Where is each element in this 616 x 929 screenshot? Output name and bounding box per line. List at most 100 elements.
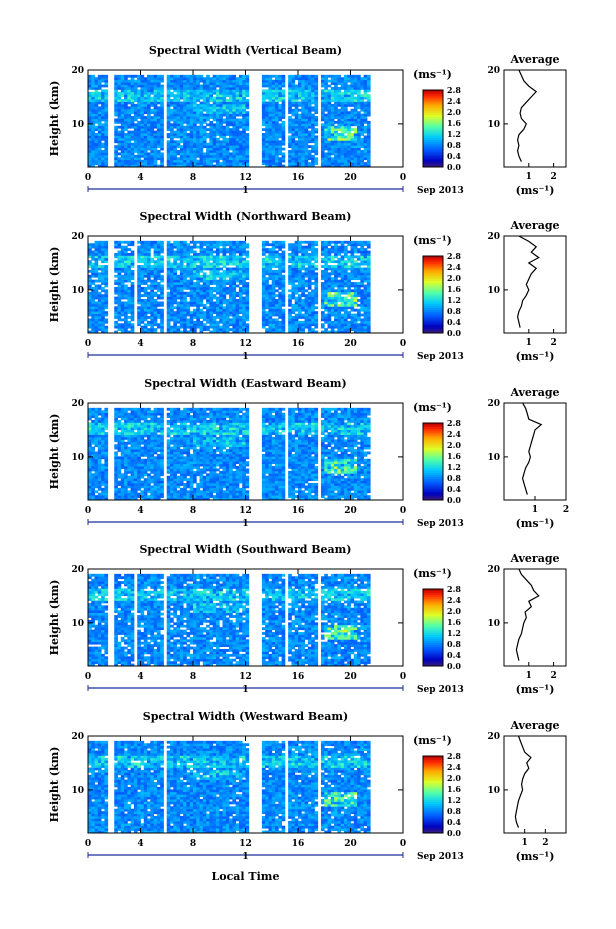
heatmap-cell bbox=[324, 145, 328, 148]
heatmap-cell bbox=[360, 128, 365, 132]
heatmap-cell bbox=[193, 135, 197, 139]
heatmap-cell bbox=[179, 252, 184, 256]
heatmap-cell bbox=[268, 269, 273, 273]
heatmap-cell bbox=[176, 120, 181, 124]
heatmap-cell bbox=[147, 320, 151, 324]
heatmap-cell bbox=[170, 159, 174, 163]
heatmap-cell bbox=[294, 306, 299, 310]
heatmap-cell bbox=[225, 91, 230, 95]
heatmap-cell bbox=[275, 313, 279, 317]
heatmap-cell bbox=[160, 279, 164, 283]
heatmap-cell bbox=[288, 267, 292, 271]
heatmap-cell bbox=[350, 157, 355, 161]
heatmap-cell bbox=[219, 91, 223, 95]
heatmap-cell bbox=[275, 86, 279, 90]
heatmap-cell bbox=[173, 294, 177, 298]
heatmap-cell bbox=[301, 77, 305, 81]
heatmap-cell bbox=[275, 84, 279, 88]
heatmap-cell bbox=[301, 286, 305, 290]
heatmap-cell bbox=[281, 101, 286, 105]
heatmap-cell bbox=[143, 279, 148, 283]
heatmap-cell bbox=[193, 91, 197, 95]
heatmap-cell bbox=[275, 255, 279, 259]
heatmap-cell bbox=[91, 91, 95, 95]
heatmap-cell bbox=[235, 325, 240, 329]
heatmap-cell bbox=[140, 277, 145, 281]
heatmap-cell bbox=[150, 265, 155, 268]
heatmap-cell bbox=[363, 140, 368, 144]
heatmap-cell bbox=[117, 269, 122, 273]
heatmap-cell bbox=[193, 145, 197, 148]
heatmap-cell bbox=[343, 137, 348, 141]
heatmap-cell bbox=[160, 101, 164, 105]
heatmap-cell bbox=[150, 128, 155, 132]
heatmap-cell bbox=[156, 248, 161, 251]
heatmap-cell bbox=[166, 135, 171, 139]
heatmap-cell bbox=[124, 164, 128, 168]
heatmap-cell bbox=[127, 145, 132, 148]
colorbar-segment bbox=[423, 163, 443, 166]
heatmap-cell bbox=[324, 267, 328, 271]
heatmap-cell bbox=[88, 101, 92, 105]
heatmap-cell bbox=[275, 323, 279, 327]
heatmap-cell bbox=[291, 274, 296, 278]
heatmap-cell bbox=[153, 74, 158, 78]
heatmap-cell bbox=[232, 116, 237, 119]
heatmap-cell bbox=[324, 142, 328, 146]
heatmap-cell bbox=[120, 82, 125, 85]
heatmap-cell bbox=[307, 296, 312, 300]
heatmap-cell bbox=[229, 123, 233, 127]
heatmap-cell bbox=[153, 299, 158, 302]
heatmap-cell bbox=[147, 91, 151, 95]
heatmap-cell bbox=[327, 306, 332, 310]
heatmap-cell bbox=[291, 286, 296, 290]
heatmap-cell bbox=[166, 299, 171, 302]
heatmap-cell bbox=[320, 250, 325, 254]
heatmap-cell bbox=[183, 255, 187, 259]
heatmap-cell bbox=[360, 79, 365, 83]
heatmap-cell bbox=[229, 137, 233, 141]
heatmap-cell bbox=[120, 128, 125, 132]
heatmap-cell bbox=[196, 269, 200, 273]
heatmap-cell bbox=[245, 265, 250, 268]
heatmap-cell bbox=[193, 277, 197, 281]
heatmap-cell bbox=[232, 286, 237, 290]
heatmap-cell bbox=[304, 325, 309, 329]
heatmap-cell bbox=[206, 89, 210, 93]
heatmap-cell bbox=[294, 255, 299, 259]
heatmap-cell bbox=[97, 272, 102, 276]
heatmap-cell bbox=[215, 164, 220, 168]
heatmap-cell bbox=[232, 277, 237, 281]
heatmap-cell bbox=[104, 245, 109, 249]
heatmap-cell bbox=[94, 291, 99, 295]
heatmap-cell bbox=[130, 294, 135, 298]
heatmap-cell bbox=[140, 135, 145, 139]
heatmap-cell bbox=[271, 130, 276, 134]
heatmap-cell bbox=[156, 243, 161, 247]
heatmap-cell bbox=[147, 308, 151, 312]
heatmap-cell bbox=[294, 274, 299, 278]
heatmap-cell bbox=[88, 99, 92, 102]
heatmap-cell bbox=[104, 101, 109, 105]
heatmap-cell bbox=[196, 296, 200, 300]
heatmap-cell bbox=[91, 306, 95, 310]
heatmap-cell bbox=[304, 299, 309, 302]
heatmap-cell bbox=[189, 330, 194, 334]
heatmap-cell bbox=[137, 257, 141, 261]
heatmap-cell bbox=[334, 91, 338, 95]
heatmap-cell bbox=[147, 274, 151, 278]
heatmap-cell bbox=[232, 284, 237, 288]
heatmap-cell bbox=[340, 123, 345, 127]
heatmap-cell bbox=[268, 323, 273, 327]
heatmap-cell bbox=[183, 140, 187, 144]
heatmap-cell bbox=[288, 157, 292, 161]
heatmap-cell bbox=[140, 101, 145, 105]
heatmap-cell bbox=[235, 82, 240, 85]
heatmap-cell bbox=[212, 145, 217, 148]
heatmap-cell bbox=[314, 162, 319, 165]
heatmap-cell bbox=[183, 272, 187, 276]
heatmap-cell bbox=[307, 99, 312, 102]
heatmap-cell bbox=[124, 240, 128, 244]
heatmap-cell bbox=[173, 284, 177, 288]
heatmap-cell bbox=[307, 113, 312, 117]
